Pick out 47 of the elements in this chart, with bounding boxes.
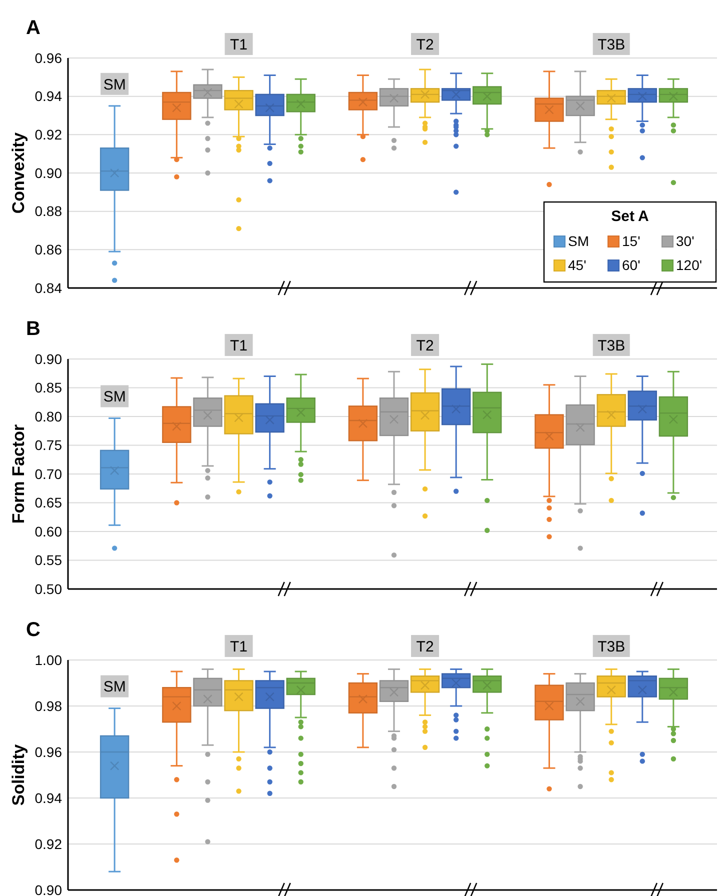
text: T2 [416,337,434,354]
legend-title: Set A [611,208,650,225]
y-tick-label: 0.96 [34,50,62,66]
y-tick-label: 0.92 [34,836,62,852]
legend-label: 15' [622,233,640,249]
y-tick-label: 0.94 [34,88,62,104]
legend-label: 45' [568,257,586,273]
y-tick-label: 0.96 [34,744,62,760]
legend-label: SM [568,233,589,249]
y-axis-title: Convexity [9,132,28,214]
y-tick-label: 0.94 [34,790,62,806]
y-tick-label: 0.65 [34,494,62,511]
text: T2 [416,638,434,656]
chart-title: B [26,318,40,340]
y-tick-label: 0.88 [34,203,62,220]
legend-label: 60' [622,257,640,273]
text: T1 [230,638,248,656]
text: T1 [230,36,248,54]
y-tick-label: 0.55 [34,552,62,568]
y-tick-label: 0.92 [34,126,62,143]
y-tick-label: 0.75 [34,437,62,454]
legend-label: 30' [676,233,694,249]
y-tick-label: 0.90 [34,164,62,181]
text: T2 [416,36,434,54]
annotation: SM [103,388,126,406]
text: T1 [230,337,248,354]
chart-title: A [26,17,40,39]
text: T3B [598,36,626,54]
y-tick-label: 0.90 [34,882,62,896]
annotation: SM [103,678,126,696]
y-tick-label: 0.85 [34,380,62,396]
chart-title: C [26,619,40,641]
y-tick-label: 0.80 [34,408,62,424]
y-tick-label: 0.50 [34,580,62,597]
y-tick-label: 0.98 [34,698,62,714]
y-axis-title: Form Factor [9,424,28,524]
y-tick-label: 0.86 [34,242,62,258]
y-axis-title: Solidity [9,744,28,806]
y-tick-label: 0.90 [34,350,62,367]
annotation: SM [103,76,126,94]
legend-label: 120' [676,257,702,273]
y-tick-label: 0.70 [34,466,62,482]
text: T3B [598,337,626,354]
y-tick-label: 0.60 [34,523,62,540]
y-tick-label: 0.84 [34,280,62,296]
y-tick-label: 1.00 [34,652,62,668]
text: T3B [598,638,626,656]
